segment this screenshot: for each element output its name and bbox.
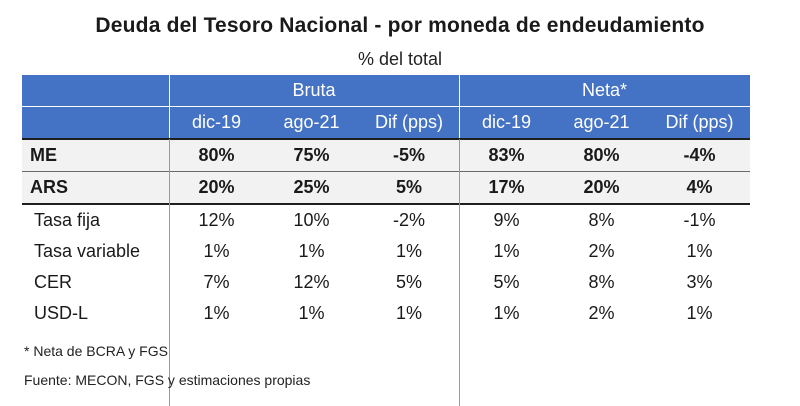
table-cell: 5% [395,272,422,292]
chart-title: Deuda del Tesoro Nacional - por moneda d… [95,14,705,37]
header-column-row: dic-19 ago-21 Dif (pps) dic-19 ago-21 Di… [22,107,750,138]
table-cell: 80% [583,145,620,165]
table-cell: 75% [293,145,330,165]
table-cell: 8% [588,272,615,292]
table-cell: 1% [493,303,520,323]
column-header: dic-19 [191,112,242,132]
header-divider [169,75,170,106]
chart-subtitle: % del total [357,49,443,69]
table-cell: 20% [583,177,620,197]
table-cell: 12% [293,272,330,292]
header-divider [169,107,170,138]
column-header: ago-21 [573,112,630,132]
table-row-usd-l: USD-L 1% 1% 1% 1% 2% 1% [22,298,750,329]
table-row-me: ME 80% 75% -5% 83% 80% -4% [22,140,750,171]
row-label: ARS [30,177,69,197]
group-header-neta: Neta* [581,80,628,100]
table-rule [22,203,750,205]
source-note: Fuente: MECON, FGS y estimaciones propia… [24,372,311,388]
table-cell: 12% [198,210,235,230]
table-cell: 1% [395,303,422,323]
column-header: ago-21 [283,112,340,132]
table-cell: -5% [392,145,425,165]
footnote: * Neta de BCRA y FGS [24,343,168,359]
table-cell: 83% [488,145,525,165]
table-cell: 25% [293,177,330,197]
row-label: Tasa variable [34,241,141,261]
row-label: ME [30,145,57,165]
column-header: Dif (pps) [665,112,734,132]
table-cell: 7% [203,272,230,292]
table-rule [22,138,750,140]
row-label: Tasa fija [34,210,101,230]
table-cell: 9% [493,210,520,230]
table-cell: -2% [392,210,425,230]
column-header: dic-19 [481,112,532,132]
table-cell: 1% [298,303,325,323]
table-cell: 1% [203,241,230,261]
column-divider [169,139,170,406]
group-header-bruta: Bruta [292,80,336,100]
table-cell: 8% [588,210,615,230]
debt-table: Bruta Neta* dic-19 ago-21 Dif (pps) dic-… [22,75,750,406]
table-cell: 1% [395,241,422,261]
table-row-tasa-fija: Tasa fija 12% 10% -2% 9% 8% -1% [22,205,750,236]
table-cell: 10% [293,210,330,230]
row-label: CER [34,272,73,292]
header-divider [459,107,460,138]
row-label: USD-L [34,303,89,323]
header-group-row: Bruta Neta* [22,75,750,106]
table-cell: 5% [493,272,520,292]
table-row-ars: ARS 20% 25% 5% 17% 20% 4% [22,172,750,203]
table-cell: 4% [686,177,713,197]
table-cell: 1% [686,241,713,261]
table-cell: 2% [588,241,615,261]
table-cell: 17% [488,177,525,197]
header-divider [459,75,460,106]
table-cell: -1% [683,210,716,230]
column-divider [459,139,460,406]
table-cell: 2% [588,303,615,323]
table-cell: -4% [683,145,716,165]
table-cell: 20% [198,177,235,197]
table-cell: 1% [298,241,325,261]
header-rule [169,106,750,107]
table-cell: 1% [493,241,520,261]
table-cell: 5% [395,177,422,197]
column-header: Dif (pps) [374,112,443,132]
table-cell: 3% [686,272,713,292]
table-cell: 1% [203,303,230,323]
table-rule [22,171,750,172]
table-cell: 1% [686,303,713,323]
table-cell: 80% [198,145,235,165]
table-row-tasa-variable: Tasa variable 1% 1% 1% 1% 2% 1% [22,236,750,267]
table-row-cer: CER 7% 12% 5% 5% 8% 3% [22,267,750,298]
